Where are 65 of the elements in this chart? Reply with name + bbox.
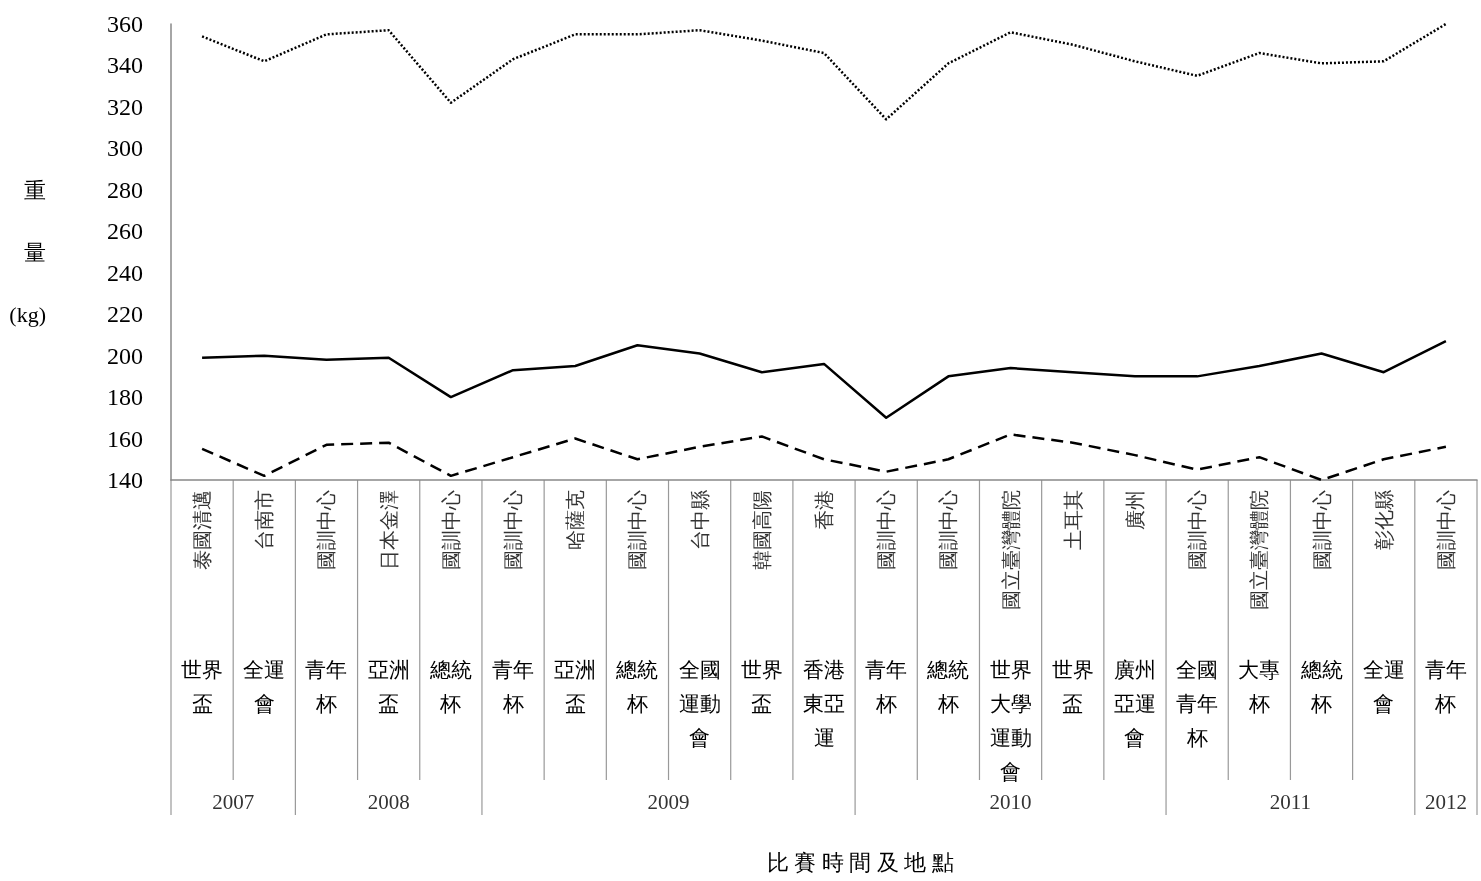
x-tick-label: 國訓中心	[438, 490, 463, 570]
line-series	[200, 22, 1448, 121]
y-tick-label: 180	[107, 384, 143, 411]
text: 香港東亞運	[803, 658, 845, 750]
y-tick-label: 340	[107, 52, 143, 79]
text: 總統杯	[428, 658, 472, 716]
text: 2007	[212, 790, 255, 814]
x-tick-label: 香港	[812, 490, 836, 530]
x-tick-label: 廣州	[1122, 490, 1147, 530]
x-tick-label: 國訓中心	[936, 490, 961, 570]
y-tick-label: 240	[107, 259, 143, 286]
text: 廣州亞運會	[1113, 658, 1156, 750]
text: 世界大學運動會	[989, 658, 1032, 784]
x-tick-label: 泰國清邁	[190, 490, 215, 570]
text: 2008	[367, 790, 410, 814]
text: 青年杯	[305, 658, 348, 716]
text: 青年杯	[865, 658, 908, 716]
y-tick-label: 320	[107, 93, 143, 120]
y-tick-label: 360	[107, 11, 143, 37]
x-tick-label: 國訓中心	[501, 490, 526, 570]
text: 2009	[647, 790, 690, 814]
x-tick-label: 國訓中心	[1185, 490, 1210, 570]
y-tick-label: 220	[107, 301, 143, 328]
y-tick-label: 260	[107, 218, 143, 245]
text: 總統杯	[926, 658, 970, 716]
line-series	[200, 433, 1448, 482]
text: 世界盃	[740, 658, 783, 716]
x-tick-label: 土耳其	[1060, 490, 1085, 550]
y-tick-label: 280	[107, 176, 143, 203]
text: 2011	[1269, 790, 1312, 814]
x-tick-label: 日本金澤	[376, 490, 401, 570]
y-tick-label: 300	[107, 135, 143, 162]
x-tick-label: 國訓中心	[1309, 490, 1334, 570]
x-tick-label: 台南市	[252, 490, 277, 550]
text: 重量(kg)	[9, 177, 46, 327]
text: 總統杯	[1299, 658, 1343, 716]
x-tick-label: 國訓中心	[314, 490, 339, 570]
x-tick-label: 哈薩克	[563, 490, 588, 550]
text: 世界盃	[181, 658, 224, 716]
text: 全國運動會	[678, 658, 721, 750]
x-tick-label: 國立臺灣體院	[998, 490, 1023, 610]
line-series	[200, 339, 1448, 420]
text: 總統杯	[615, 658, 659, 716]
text: 全國青年杯	[1176, 658, 1219, 750]
text: 世界盃	[1051, 658, 1094, 716]
x-tick-label: 台中縣	[687, 490, 712, 550]
x-tick-label: 彰化縣	[1371, 490, 1396, 550]
y-tick-label: 140	[107, 467, 143, 493]
text: 比 賽 時 間 及 地 點	[766, 849, 954, 875]
text: 2010	[989, 790, 1032, 814]
text: 青年杯	[1424, 658, 1467, 716]
y-tick-label: 200	[107, 342, 143, 369]
text: 全運會	[243, 658, 286, 716]
text: 亞洲盃	[367, 658, 410, 716]
text: 全運會	[1362, 658, 1405, 716]
x-tick-label: 國訓中心	[874, 490, 899, 570]
x-tick-label: 國訓中心	[1433, 490, 1458, 570]
x-tick-label: 國訓中心	[625, 490, 650, 570]
text: 亞洲盃	[554, 658, 597, 716]
x-tick-label: 韓國高陽	[749, 490, 774, 570]
text: 青年杯	[492, 658, 535, 716]
x-tick-label: 國立臺灣體院	[1247, 490, 1272, 610]
y-tick-label: 160	[107, 425, 143, 452]
text: 大專杯	[1238, 658, 1281, 716]
text: 2012	[1424, 790, 1467, 814]
